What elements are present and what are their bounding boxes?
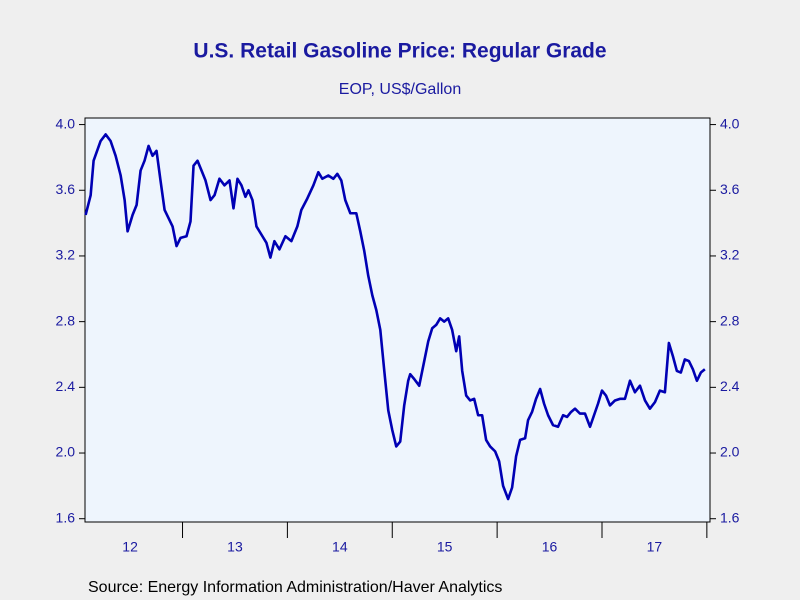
- line-series: [84, 133, 706, 501]
- plot-area: [84, 117, 711, 523]
- y2-tick-label: 3.2: [720, 247, 740, 263]
- y-tick-label: 3.6: [56, 181, 76, 197]
- y-tick-label: 2.0: [56, 444, 76, 460]
- y-tick-label: 3.2: [56, 247, 76, 263]
- y2-tick-label: 2.8: [720, 312, 740, 328]
- y2-tick-label: 1.6: [720, 509, 740, 525]
- x-tick-label: 16: [542, 539, 558, 555]
- chart-title: U.S. Retail Gasoline Price: Regular Grad…: [193, 40, 606, 63]
- y-tick-label: 4.0: [56, 115, 76, 131]
- y2-tick-label: 3.6: [720, 181, 740, 197]
- y-tick-label: 2.8: [56, 312, 76, 328]
- chart-subtitle: EOP, US$/Gallon: [339, 81, 461, 98]
- source: Source: Energy Information Administratio…: [88, 579, 502, 596]
- x-tick-label: 12: [122, 539, 138, 555]
- x-tick-label: 17: [647, 539, 663, 555]
- y2-tick-label: 2.4: [720, 378, 740, 394]
- x-tick-label: 15: [437, 539, 453, 555]
- y2-tick-label: 2.0: [720, 444, 740, 460]
- y-tick-label: 2.4: [56, 378, 76, 394]
- x-tick-label: 14: [332, 539, 348, 555]
- y2-tick-label: 4.0: [720, 115, 740, 131]
- y-tick-label: 1.6: [56, 509, 76, 525]
- x-tick-label: 13: [227, 539, 243, 555]
